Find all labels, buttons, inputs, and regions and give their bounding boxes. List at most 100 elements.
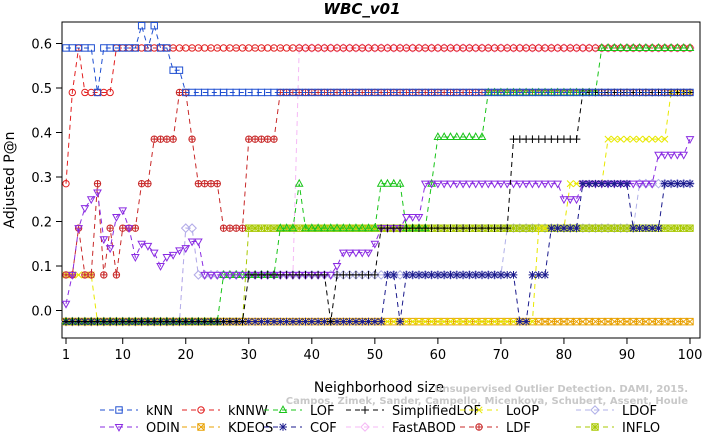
data-point bbox=[131, 44, 140, 52]
data-point bbox=[238, 317, 247, 326]
data-point bbox=[188, 135, 196, 143]
legend-label: KDEOS bbox=[228, 421, 273, 434]
data-point bbox=[475, 423, 483, 431]
data-point bbox=[685, 178, 695, 189]
data-point bbox=[332, 262, 342, 271]
data-point bbox=[339, 317, 348, 326]
data-point bbox=[212, 271, 222, 280]
data-point bbox=[402, 318, 410, 326]
data-point bbox=[371, 271, 379, 279]
data-point bbox=[459, 271, 467, 279]
data-point bbox=[369, 270, 380, 280]
data-point bbox=[402, 271, 411, 279]
legend-item-knnw: kNNW bbox=[182, 404, 268, 419]
data-point bbox=[257, 224, 266, 232]
legend-item-ldof: LDOF bbox=[576, 404, 657, 419]
legend-label: COF bbox=[310, 421, 337, 434]
data-point bbox=[112, 271, 121, 279]
data-point bbox=[295, 317, 304, 326]
data-point bbox=[490, 87, 499, 96]
data-point bbox=[326, 223, 336, 232]
data-point bbox=[396, 317, 404, 326]
data-point bbox=[647, 43, 657, 52]
legend-label: LOF bbox=[310, 404, 335, 419]
data-point bbox=[546, 180, 556, 189]
data-point bbox=[528, 224, 537, 232]
data-point bbox=[313, 223, 323, 232]
data-point bbox=[163, 44, 171, 52]
legend-item-odin: ODIN bbox=[100, 421, 180, 434]
x-tick-label: 30 bbox=[241, 348, 258, 363]
data-point bbox=[257, 317, 266, 326]
data-point bbox=[489, 270, 500, 280]
data-point bbox=[661, 135, 669, 143]
data-point bbox=[497, 318, 505, 326]
data-point bbox=[604, 135, 612, 143]
data-point bbox=[357, 270, 368, 280]
series-line bbox=[65, 138, 691, 304]
data-point bbox=[200, 180, 209, 188]
data-point bbox=[87, 271, 95, 279]
data-point bbox=[207, 180, 215, 188]
data-point bbox=[502, 180, 512, 189]
x-tick-label: 50 bbox=[367, 348, 384, 363]
data-point bbox=[414, 270, 424, 280]
data-point bbox=[465, 271, 474, 279]
data-point bbox=[654, 43, 663, 52]
data-point bbox=[547, 224, 556, 233]
legend-label: FastABOD bbox=[392, 421, 456, 434]
data-point bbox=[187, 223, 197, 234]
data-point bbox=[320, 223, 329, 232]
data-point bbox=[219, 271, 228, 280]
data-point bbox=[428, 318, 436, 326]
data-point bbox=[251, 317, 259, 326]
data-point bbox=[464, 270, 475, 280]
data-point bbox=[232, 224, 240, 232]
data-point bbox=[115, 406, 123, 414]
data-point bbox=[433, 132, 443, 141]
data-point bbox=[427, 271, 436, 279]
data-point bbox=[187, 238, 197, 247]
data-point bbox=[604, 224, 612, 232]
data-point bbox=[660, 151, 670, 160]
data-point bbox=[225, 270, 235, 278]
data-point bbox=[458, 180, 468, 189]
data-point bbox=[440, 318, 448, 326]
data-point bbox=[238, 271, 247, 280]
data-point bbox=[407, 270, 418, 280]
data-point bbox=[106, 88, 114, 97]
data-point bbox=[383, 178, 392, 187]
series-knnw bbox=[62, 44, 694, 188]
data-point bbox=[515, 180, 525, 189]
data-point bbox=[654, 135, 663, 143]
data-point bbox=[509, 318, 518, 326]
data-point bbox=[371, 317, 379, 326]
data-point bbox=[623, 179, 631, 188]
data-point bbox=[420, 180, 430, 189]
data-point bbox=[679, 179, 688, 188]
data-point bbox=[521, 87, 531, 96]
data-point bbox=[143, 242, 153, 251]
legend-item-inflo: INFLO bbox=[576, 421, 660, 434]
data-point bbox=[263, 224, 272, 232]
data-point bbox=[275, 223, 285, 232]
data-point bbox=[332, 223, 342, 232]
data-point bbox=[421, 271, 430, 279]
data-point bbox=[628, 180, 638, 189]
data-point bbox=[421, 318, 429, 326]
data-point bbox=[579, 179, 587, 188]
data-point bbox=[74, 225, 83, 234]
data-point bbox=[414, 213, 424, 222]
y-tick-label: 0.1 bbox=[31, 260, 52, 275]
data-point bbox=[263, 317, 272, 326]
x-tick-label: 90 bbox=[619, 348, 636, 363]
data-point bbox=[289, 317, 297, 326]
data-point bbox=[673, 43, 682, 52]
data-point bbox=[169, 135, 177, 143]
data-point bbox=[67, 271, 77, 280]
data-point bbox=[360, 422, 370, 432]
data-point bbox=[278, 405, 288, 414]
data-point bbox=[497, 271, 505, 279]
data-point bbox=[491, 318, 499, 326]
data-point bbox=[276, 317, 285, 326]
